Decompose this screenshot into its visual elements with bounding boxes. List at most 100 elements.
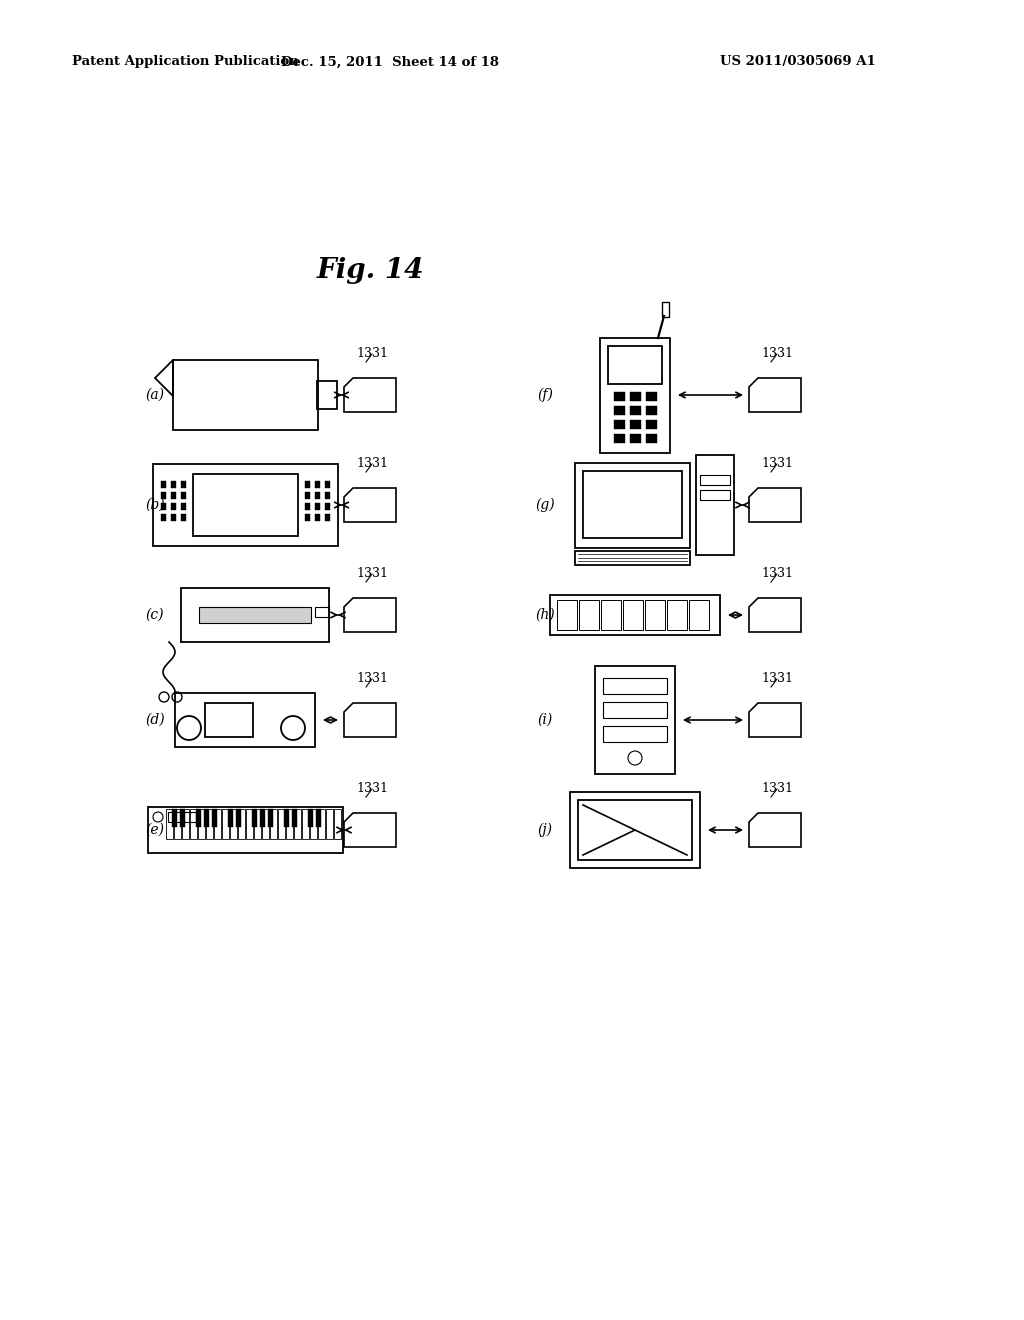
Bar: [645, 434, 656, 444]
Bar: [575, 550, 690, 565]
Text: (e): (e): [145, 822, 165, 837]
Bar: [254, 809, 261, 840]
Bar: [630, 434, 640, 444]
Bar: [645, 601, 665, 630]
Bar: [305, 492, 310, 499]
Bar: [161, 492, 166, 499]
Bar: [700, 475, 730, 484]
Text: (c): (c): [145, 609, 164, 622]
Text: (h): (h): [536, 609, 555, 622]
Bar: [550, 595, 720, 635]
Bar: [645, 420, 656, 429]
Bar: [325, 513, 330, 521]
Bar: [315, 607, 329, 616]
Bar: [180, 809, 185, 828]
Bar: [603, 702, 667, 718]
Bar: [190, 809, 197, 840]
Text: (f): (f): [537, 388, 553, 403]
Text: (g): (g): [536, 498, 555, 512]
Bar: [182, 809, 189, 840]
Bar: [181, 503, 186, 510]
Bar: [206, 809, 213, 840]
Bar: [252, 809, 257, 828]
Bar: [161, 513, 166, 521]
Text: 1331: 1331: [356, 672, 388, 685]
Text: Dec. 15, 2011  Sheet 14 of 18: Dec. 15, 2011 Sheet 14 of 18: [281, 55, 499, 69]
Bar: [630, 420, 640, 429]
Bar: [172, 809, 177, 828]
Bar: [196, 809, 201, 828]
Text: (b): (b): [145, 498, 165, 512]
Bar: [315, 480, 319, 488]
Bar: [630, 392, 640, 401]
Bar: [603, 678, 667, 694]
Bar: [583, 471, 682, 539]
Bar: [228, 809, 233, 828]
Bar: [278, 809, 285, 840]
Text: Fig. 14: Fig. 14: [316, 256, 424, 284]
Bar: [310, 809, 317, 840]
Bar: [148, 807, 343, 853]
Bar: [595, 667, 675, 774]
Bar: [292, 809, 297, 828]
Bar: [318, 809, 325, 840]
Bar: [161, 480, 166, 488]
Bar: [613, 434, 625, 444]
Text: Patent Application Publication: Patent Application Publication: [72, 55, 299, 69]
Bar: [579, 601, 599, 630]
Bar: [270, 809, 278, 840]
Bar: [696, 455, 734, 554]
Bar: [316, 809, 321, 828]
Bar: [315, 503, 319, 510]
Bar: [286, 809, 293, 840]
Bar: [230, 809, 237, 840]
Bar: [645, 392, 656, 401]
Text: 1331: 1331: [761, 781, 793, 795]
Bar: [689, 601, 709, 630]
Text: (i): (i): [538, 713, 553, 727]
Bar: [302, 809, 309, 840]
Bar: [171, 492, 176, 499]
Bar: [613, 420, 625, 429]
Bar: [305, 480, 310, 488]
Bar: [334, 809, 341, 840]
Bar: [325, 503, 330, 510]
Bar: [193, 474, 298, 536]
Bar: [166, 809, 173, 840]
Text: 1331: 1331: [761, 347, 793, 360]
Bar: [305, 513, 310, 521]
Bar: [601, 601, 621, 630]
Text: 1331: 1331: [356, 568, 388, 579]
Bar: [700, 490, 730, 500]
Bar: [623, 601, 643, 630]
Bar: [222, 809, 229, 840]
Bar: [570, 792, 700, 869]
Bar: [603, 726, 667, 742]
Bar: [198, 809, 205, 840]
Bar: [204, 809, 209, 828]
Bar: [667, 601, 687, 630]
Bar: [174, 809, 181, 840]
Bar: [608, 346, 662, 384]
Bar: [325, 480, 330, 488]
Bar: [600, 338, 670, 453]
Bar: [613, 407, 625, 414]
Bar: [308, 809, 313, 828]
Bar: [238, 809, 245, 840]
Bar: [645, 407, 656, 414]
Bar: [212, 809, 217, 828]
Bar: [236, 809, 241, 828]
Bar: [662, 302, 669, 317]
Bar: [173, 360, 318, 430]
Bar: [214, 809, 221, 840]
Text: 1331: 1331: [356, 347, 388, 360]
Bar: [326, 809, 333, 840]
Text: 1331: 1331: [356, 781, 388, 795]
Bar: [205, 704, 253, 737]
Bar: [630, 407, 640, 414]
Bar: [175, 693, 315, 747]
Bar: [315, 492, 319, 499]
Text: (j): (j): [538, 822, 553, 837]
Bar: [575, 463, 690, 548]
Bar: [578, 800, 692, 861]
